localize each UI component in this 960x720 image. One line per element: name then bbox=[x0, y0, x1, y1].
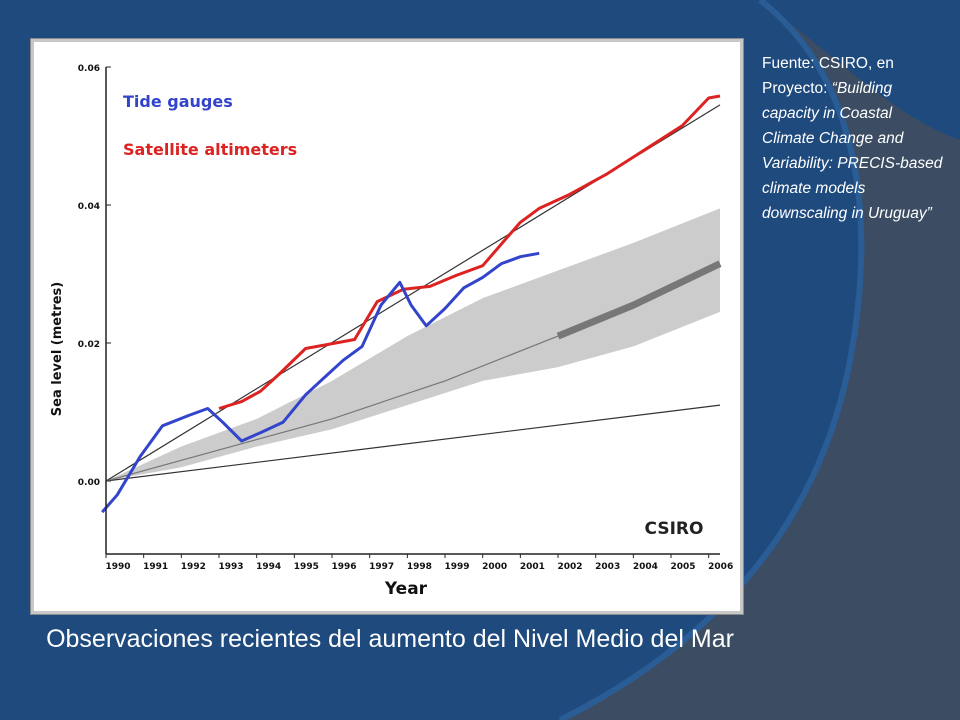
y-axis-label: Sea level (metres) bbox=[50, 282, 65, 416]
slide-caption: Observaciones recientes del aumento del … bbox=[46, 625, 734, 653]
projection-band bbox=[106, 208, 720, 481]
series-line-tide-gauges bbox=[101, 251, 540, 514]
legend-tide-gauges: Tide gauges bbox=[123, 92, 233, 111]
series-line-satellite-altimeters bbox=[218, 94, 721, 410]
x-tick-label: 1992 bbox=[181, 562, 206, 572]
source-note: Fuente: CSIRO, en Proyecto: “Building ca… bbox=[762, 51, 948, 226]
x-tick-label: 2004 bbox=[633, 562, 658, 572]
x-tick-label: 2003 bbox=[595, 562, 620, 572]
y-tick-label: 0.00 bbox=[78, 478, 100, 488]
x-tick-label: 1999 bbox=[444, 562, 469, 572]
chart-image-frame: 0.00 0.02 0.04 0.06 1990 1991 1992 1993 1994 1995… bbox=[31, 39, 743, 614]
x-tick-label: 2000 bbox=[482, 562, 507, 572]
background-swoosh-edge bbox=[558, 0, 865, 720]
y-tick-label: 0.06 bbox=[78, 64, 100, 74]
x-tick-label: 1995 bbox=[294, 562, 319, 572]
x-axis-label: Year bbox=[384, 579, 428, 599]
x-tick-label: 1996 bbox=[331, 562, 356, 572]
source-note-project: “Building capacity in Coastal Climate Ch… bbox=[762, 80, 943, 222]
reference-line-3 bbox=[105, 404, 721, 482]
x-tick-label: 2001 bbox=[520, 562, 545, 572]
x-tick-label: 1993 bbox=[218, 562, 243, 572]
x-tick-label: 1991 bbox=[143, 562, 168, 572]
x-tick-label: 1994 bbox=[256, 562, 281, 572]
background-swoosh bbox=[560, 0, 960, 720]
x-tick-label: 2002 bbox=[557, 562, 582, 572]
source-note-prefix: Fuente: CSIRO, en Proyecto: bbox=[762, 55, 894, 97]
x-tick-label: 1998 bbox=[407, 562, 432, 572]
csiro-watermark: CSIRO bbox=[645, 519, 704, 539]
x-tick-label: 1997 bbox=[369, 562, 394, 572]
x-tick-label: 2006 bbox=[708, 562, 733, 572]
y-tick-label: 0.02 bbox=[78, 340, 100, 350]
y-tick-label: 0.04 bbox=[78, 202, 100, 212]
sea-level-chart: 0.00 0.02 0.04 0.06 1990 1991 1992 1993 1994 1995… bbox=[50, 64, 733, 599]
projection-central-thick bbox=[556, 260, 722, 340]
x-tick-label: 1990 bbox=[105, 562, 130, 572]
legend-satellite-altimeters: Satellite altimeters bbox=[123, 140, 297, 159]
x-tick-label: 2005 bbox=[670, 562, 695, 572]
